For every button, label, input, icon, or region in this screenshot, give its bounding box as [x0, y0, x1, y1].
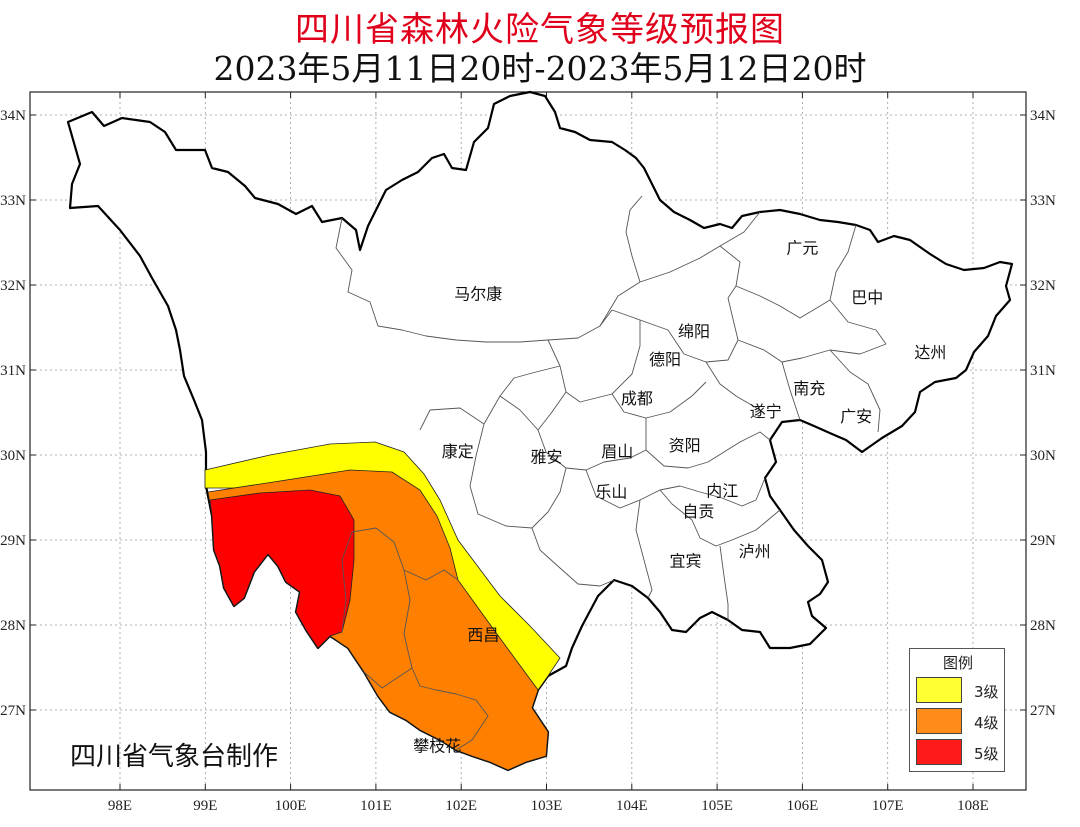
- lat-tick-label-left: 30N: [0, 448, 26, 464]
- lat-tick-label-right: 31N: [1030, 363, 1056, 379]
- legend-label-level5: 5级: [974, 745, 999, 763]
- fire-zone-level5: [209, 489, 355, 649]
- city-label: 绵阳: [678, 322, 710, 341]
- city-label: 巴中: [851, 288, 883, 307]
- city-label: 泸州: [739, 542, 771, 561]
- lon-tick-label: 100E: [275, 798, 307, 814]
- lon-tick-label: 108E: [957, 798, 989, 814]
- city-label: 广安: [840, 407, 872, 426]
- map-subtitle: 2023年5月11日20时-2023年5月12日20时: [213, 49, 867, 88]
- city-label: 马尔康: [454, 285, 502, 304]
- lat-tick-label-right: 32N: [1030, 278, 1056, 294]
- lon-tick-label: 104E: [616, 798, 648, 814]
- lat-tick-label-left: 27N: [0, 703, 26, 719]
- city-label: 雅安: [530, 448, 562, 467]
- lon-tick-label: 102E: [445, 798, 477, 814]
- lat-tick-label-right: 34N: [1030, 108, 1056, 124]
- lat-tick-label-right: 33N: [1030, 193, 1056, 209]
- city-label: 内江: [706, 482, 738, 501]
- lon-tick-label: 107E: [872, 798, 904, 814]
- lat-tick-label-left: 28N: [0, 618, 26, 634]
- lat-tick-label-right: 27N: [1030, 703, 1056, 719]
- legend-title: 图例: [942, 654, 973, 672]
- lon-tick-label: 99E: [193, 798, 217, 814]
- lon-tick-label: 103E: [531, 798, 563, 814]
- lat-tick-label-right: 29N: [1030, 533, 1056, 549]
- lon-tick-label: 106E: [787, 798, 819, 814]
- lon-tick-label: 101E: [360, 798, 392, 814]
- city-label: 宜宾: [670, 551, 702, 570]
- axis-ticks: 98E 99E 100E 101E 102E 103E 104E 105E 106E 107E 10…: [0, 92, 1056, 814]
- city-label: 西昌: [467, 625, 499, 644]
- city-label: 乐山: [595, 483, 627, 502]
- legend-swatch-level4: [916, 708, 962, 734]
- legend-item-level3: 3级: [916, 677, 1002, 705]
- city-label: 达州: [914, 343, 946, 362]
- lat-tick-label-right: 30N: [1030, 448, 1056, 464]
- city-label: 广元: [786, 239, 818, 258]
- legend-item-level5: 5级: [916, 739, 1002, 767]
- lon-tick-label: 98E: [108, 798, 132, 814]
- lat-tick-label-left: 33N: [0, 193, 26, 209]
- legend-label-level3: 3级: [974, 683, 999, 701]
- city-label: 南充: [793, 379, 825, 398]
- lat-tick-label-left: 29N: [0, 533, 26, 549]
- city-label: 资阳: [669, 436, 701, 455]
- city-label: 成都: [621, 389, 653, 408]
- legend-box: 图例 3级 4级 5级: [909, 648, 1005, 772]
- lat-tick-label-left: 34N: [0, 108, 26, 124]
- city-label: 攀枝花: [413, 737, 461, 756]
- legend-swatch-level3: [916, 677, 962, 703]
- city-label: 康定: [442, 442, 474, 461]
- city-label: 遂宁: [750, 402, 782, 421]
- map-title: 四川省森林火险气象等级预报图: [295, 10, 785, 50]
- city-label: 眉山: [601, 442, 633, 461]
- credit-text: 四川省气象台制作: [70, 742, 279, 772]
- legend-swatch-level5: [916, 739, 962, 765]
- legend-label-level4: 4级: [974, 714, 999, 732]
- city-label: 德阳: [649, 350, 681, 369]
- legend-item-level4: 4级: [916, 708, 1002, 736]
- lat-tick-label-left: 32N: [0, 278, 26, 294]
- prefecture-boundaries: [335, 195, 887, 751]
- lat-tick-label-left: 31N: [0, 363, 26, 379]
- city-label: 自贡: [682, 502, 714, 521]
- lat-tick-label-right: 28N: [1030, 618, 1056, 634]
- lon-tick-label: 105E: [701, 798, 733, 814]
